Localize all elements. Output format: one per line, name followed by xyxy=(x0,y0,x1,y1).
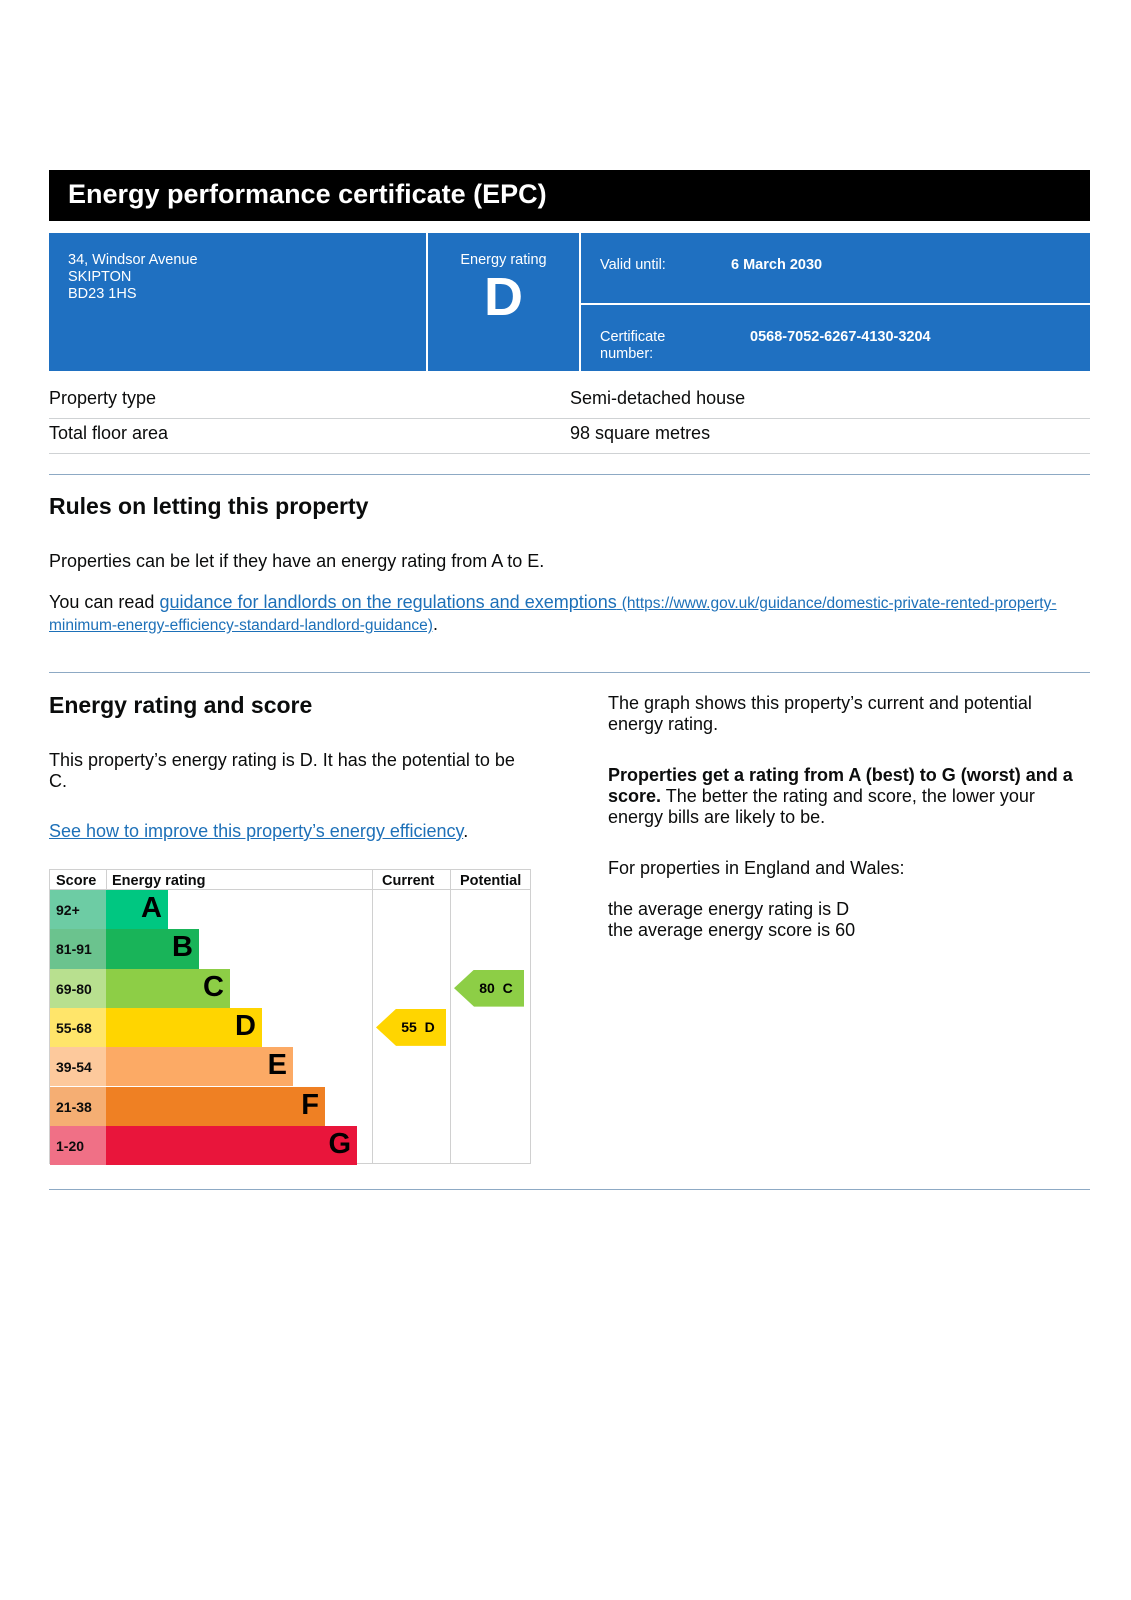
valid-label: Valid until: xyxy=(600,257,666,273)
band-bar-E: E xyxy=(106,1047,293,1087)
read-prefix: You can read xyxy=(49,592,160,612)
suffix: . xyxy=(432,614,438,634)
band-bar-D: D xyxy=(106,1007,262,1048)
graph-explainer: The graph shows this property’s current … xyxy=(608,693,1032,734)
header-score: Score xyxy=(50,870,106,890)
improve-para: See how to improve this property’s energ… xyxy=(49,821,468,842)
divider xyxy=(106,870,107,890)
letting-para: Properties can be let if they have an en… xyxy=(49,551,545,571)
rating-explainer-text: The better the rating and score, the low… xyxy=(608,786,1035,827)
current-rating-arrow: 55 D xyxy=(376,1008,446,1046)
certificate-label: number: xyxy=(600,346,654,362)
band-bar-F: F xyxy=(106,1086,325,1126)
page-title: Energy performance certificate (EPC) xyxy=(49,170,1090,221)
divider xyxy=(450,870,451,1163)
energy-rating-box: Energy rating D xyxy=(428,233,579,371)
band-score-F: 21-38 xyxy=(50,1086,106,1126)
certificate-number: Certificate number: 0568-7052-6267-4130-… xyxy=(581,305,1090,371)
band-bar-B: B xyxy=(106,929,199,969)
header-energy-rating: Energy rating xyxy=(106,870,372,890)
energy-rating-label: Energy rating xyxy=(460,252,547,268)
band-bar-G: G xyxy=(106,1125,357,1166)
valid-value: 6 March 2030 xyxy=(731,257,823,273)
property-type-row: Property type Semi-detached house xyxy=(49,388,1090,419)
band-score-B: 81-91 xyxy=(50,929,106,969)
rating-explainer-bold: Properties get a rating from A (best) to… xyxy=(608,765,1073,806)
band-score-E: 39-54 xyxy=(50,1047,106,1087)
address-line: BD23 1HS xyxy=(68,286,137,302)
header-current: Current xyxy=(372,870,450,890)
valid-until: Valid until: 6 March 2030 xyxy=(581,233,1090,303)
band-score-A: 92+ xyxy=(50,890,106,930)
certificate-label: Certificate xyxy=(600,329,666,345)
address-block: 34, Windsor Avenue SKIPTON BD23 1HS xyxy=(49,233,426,371)
energy-rating-value: D xyxy=(484,267,523,327)
england-wales-label: For properties in England and Wales: xyxy=(608,858,905,878)
floor-area-label: Total floor area xyxy=(49,423,169,443)
guidance-link[interactable]: guidance for landlords on the regulation… xyxy=(49,592,1057,634)
band-bar-A: A xyxy=(106,890,168,930)
property-type-value: Semi-detached house xyxy=(570,388,746,408)
divider xyxy=(49,672,1090,673)
band-score-G: 1-20 xyxy=(50,1125,106,1166)
address-line: SKIPTON xyxy=(68,269,132,285)
divider xyxy=(49,1189,1090,1190)
header-potential: Potential xyxy=(450,870,531,890)
score-heading: Energy rating and score xyxy=(49,692,313,718)
letting-heading: Rules on letting this property xyxy=(49,493,369,519)
guidance-para: You can read guidance for landlords on t… xyxy=(49,592,1090,636)
divider xyxy=(372,870,373,1163)
floor-area-value: 98 square metres xyxy=(570,423,711,443)
improve-link[interactable]: See how to improve this property’s energ… xyxy=(49,821,464,841)
suffix: . xyxy=(463,821,469,841)
floor-area-row: Total floor area 98 square metres xyxy=(49,423,1090,454)
rating-explainer: Properties get a rating from A (best) to… xyxy=(608,765,1088,828)
band-score-C: 69-80 xyxy=(50,968,106,1008)
divider xyxy=(49,474,1090,475)
score-para: This property’s energy rating is D. It h… xyxy=(49,750,515,791)
certificate-value: 0568-7052-6267-4130-3204 xyxy=(750,329,931,345)
average-rating: the average energy rating is D xyxy=(608,899,850,919)
potential-rating-arrow: 80 C xyxy=(454,969,524,1007)
band-bar-C: C xyxy=(106,968,230,1008)
band-score-D: 55-68 xyxy=(50,1007,106,1048)
property-type-label: Property type xyxy=(49,388,157,408)
energy-rating-chart: Score Energy rating Current Potential 92… xyxy=(49,869,531,1166)
average-score: the average energy score is 60 xyxy=(608,920,856,940)
address-line: 34, Windsor Avenue xyxy=(68,252,198,268)
